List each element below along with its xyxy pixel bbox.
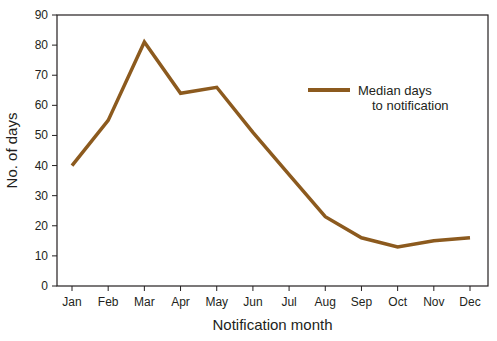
x-tick — [252, 286, 253, 291]
legend-swatch — [308, 88, 350, 92]
x-tick — [361, 286, 362, 291]
y-tick — [52, 45, 57, 46]
x-tick-label: Oct — [388, 295, 407, 309]
y-tick-label: 50 — [35, 128, 49, 142]
x-tick-label: Nov — [423, 295, 444, 309]
y-tick — [52, 286, 57, 287]
y-tick — [52, 195, 57, 196]
x-tick — [216, 286, 217, 291]
y-tick — [52, 105, 57, 106]
x-tick-label: Dec — [459, 295, 480, 309]
y-tick-label: 0 — [41, 279, 48, 293]
y-tick — [52, 165, 57, 166]
y-tick — [52, 75, 57, 76]
x-tick — [470, 286, 471, 291]
y-tick-label: 70 — [35, 68, 49, 82]
y-axis-title: No. of days — [3, 113, 20, 189]
x-tick — [108, 286, 109, 291]
y-tick — [52, 255, 57, 256]
x-axis-title: Notification month — [212, 316, 332, 333]
x-tick — [72, 286, 73, 291]
x-tick — [180, 286, 181, 291]
x-tick-label: Jan — [62, 295, 81, 309]
y-tick-label: 40 — [35, 159, 49, 173]
x-tick-label: Mar — [134, 295, 155, 309]
y-tick-label: 60 — [35, 98, 49, 112]
chart-svg: 0 10 20 30 40 50 60 70 80 90 Jan Feb Mar Apr May Jun Jul… — [0, 0, 497, 341]
legend-label-line: to notification — [372, 98, 449, 113]
x-tick — [289, 286, 290, 291]
legend-label-line: Median days — [358, 83, 432, 98]
x-tick-label: Jun — [243, 295, 262, 309]
y-tick-label: 10 — [35, 249, 49, 263]
y-tick-label: 30 — [35, 189, 49, 203]
x-tick — [144, 286, 145, 291]
x-tick-label: Jul — [281, 295, 296, 309]
x-tick-label: Apr — [171, 295, 190, 309]
series-group — [72, 42, 470, 247]
x-tick — [433, 286, 434, 291]
y-tick — [52, 225, 57, 226]
x-tick — [325, 286, 326, 291]
chart-container: 0 10 20 30 40 50 60 70 80 90 Jan Feb Mar Apr May Jun Jul… — [0, 0, 497, 341]
x-tick-label: Aug — [315, 295, 336, 309]
x-tick-label: May — [205, 295, 228, 309]
x-tick-label: Sep — [351, 295, 373, 309]
x-tick-label: Feb — [98, 295, 119, 309]
y-tick-label: 80 — [35, 38, 49, 52]
x-tick — [397, 286, 398, 291]
plot-frame — [57, 15, 488, 286]
legend-label: Median daysto notification — [358, 83, 449, 113]
y-tick-label: 20 — [35, 219, 49, 233]
y-tick-label: 90 — [35, 8, 49, 22]
series-line — [72, 42, 470, 247]
y-tick — [52, 135, 57, 136]
y-tick — [52, 15, 57, 16]
